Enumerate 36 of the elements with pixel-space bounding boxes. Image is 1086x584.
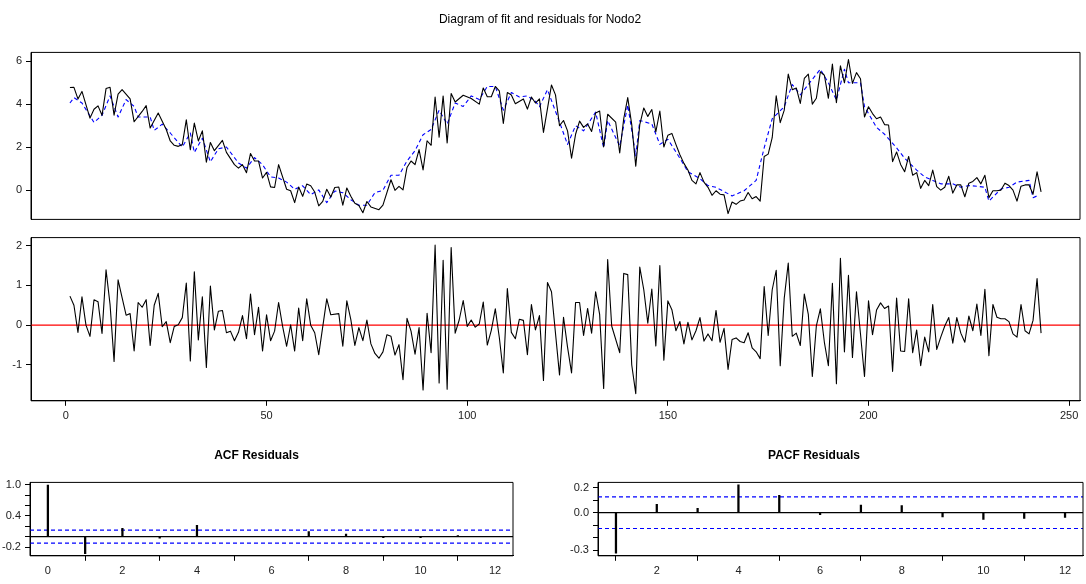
y-tick-label: 4 — [15, 97, 22, 110]
chart-title: Diagram of fit and residuals for Nodo2 — [438, 11, 642, 26]
x-tick-label: 12 — [488, 564, 502, 577]
y-tick-label: 0.2 — [573, 480, 589, 493]
x-tick-label: 2 — [119, 564, 126, 577]
x-tick-label: 0 — [62, 409, 69, 422]
x-tick-label: 4 — [193, 564, 201, 577]
y-tick-label: 0.4 — [5, 509, 21, 522]
x-tick-label: 250 — [1059, 409, 1079, 422]
y-tick-label: 1.0 — [5, 478, 21, 491]
x-tick-label: 4 — [735, 564, 742, 577]
y-tick-label: -0.2 — [2, 540, 21, 553]
chart-title: PACF Residuals — [768, 447, 861, 462]
x-tick-label: 150 — [658, 409, 678, 422]
y-tick-label: 6 — [15, 54, 22, 67]
x-tick-label: 200 — [859, 409, 878, 422]
x-tick-label: 0 — [44, 564, 51, 577]
x-tick-label: 6 — [817, 564, 824, 577]
y-tick-label: 0.0 — [573, 505, 589, 518]
x-tick-label: 10 — [414, 564, 427, 577]
y-tick-label: 1 — [15, 278, 22, 291]
chart-title: ACF Residuals — [214, 447, 300, 462]
y-tick-label: 0 — [15, 183, 22, 196]
x-tick-label: 10 — [977, 564, 990, 577]
x-tick-label: 8 — [898, 564, 905, 577]
x-tick-label: 100 — [458, 409, 477, 422]
x-tick-label: 50 — [260, 409, 273, 422]
y-tick-label: 2 — [15, 140, 22, 153]
x-tick-label: 6 — [268, 564, 275, 577]
y-tick-label: 2 — [15, 238, 22, 251]
x-tick-label: 8 — [342, 564, 350, 577]
y-tick-label: -1 — [12, 358, 22, 371]
x-tick-label: 12 — [1058, 564, 1072, 577]
x-tick-label: 2 — [653, 564, 660, 577]
y-tick-label: 0 — [15, 318, 22, 331]
y-tick-label: -0.3 — [570, 543, 589, 556]
